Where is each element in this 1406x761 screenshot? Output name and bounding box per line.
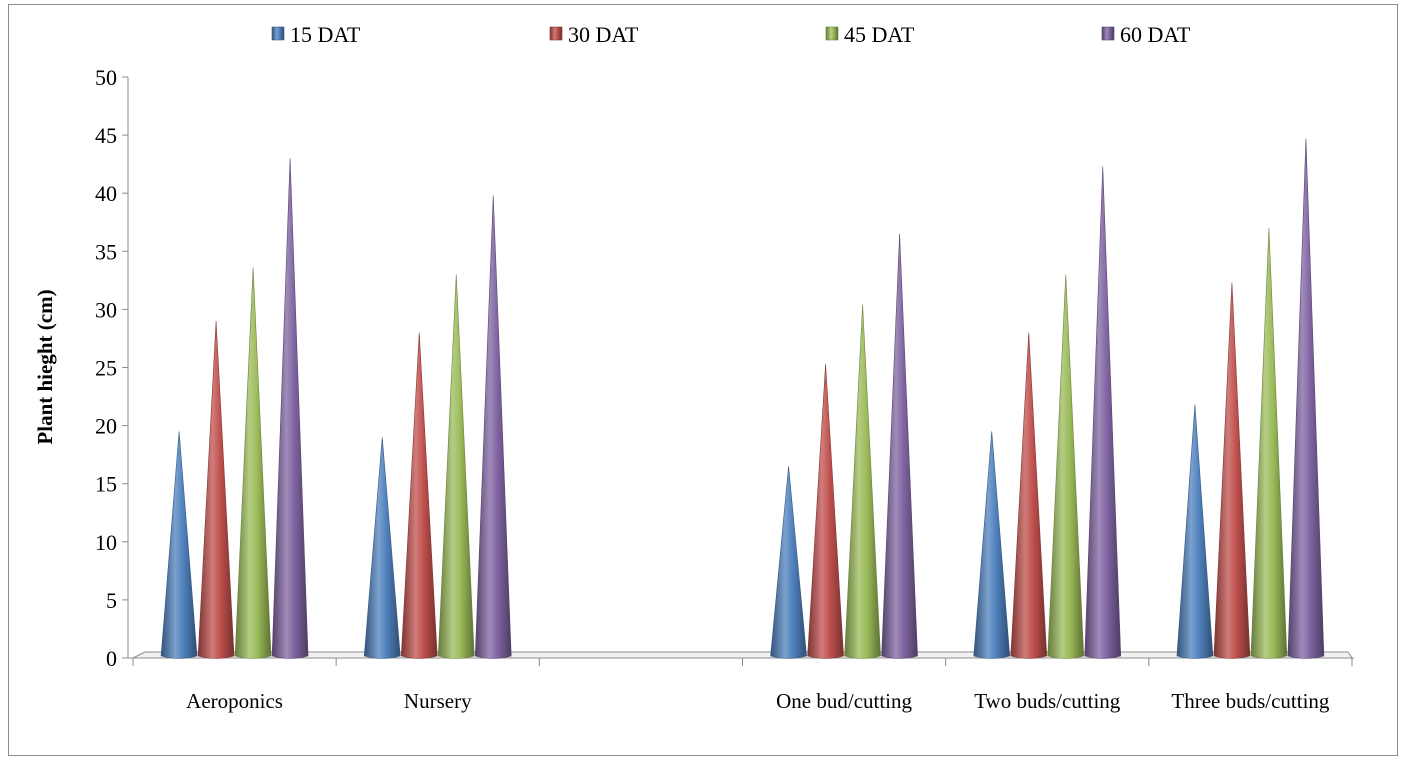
x-category-label: Nursery: [404, 689, 472, 713]
y-tick-label: 35: [95, 239, 117, 264]
legend-label: 45 DAT: [844, 22, 915, 47]
bar-45-dat: [1250, 228, 1288, 659]
bar-15-dat: [770, 466, 807, 659]
x-category-label: Aeroponics: [186, 689, 283, 713]
bar-60-dat: [1287, 138, 1325, 659]
y-axis-title: Plant hieght (cm): [33, 289, 57, 444]
legend-swatch: [549, 26, 563, 41]
bar-15-dat: [363, 437, 401, 659]
y-tick-label: 15: [95, 472, 117, 497]
legend-label: 30 DAT: [568, 22, 639, 47]
y-tick-label: 50: [95, 65, 117, 90]
x-category-label: Two buds/cutting: [974, 689, 1121, 713]
y-tick-label: 40: [95, 181, 117, 206]
legend-label: 60 DAT: [1120, 22, 1191, 47]
bar-15-dat: [973, 431, 1011, 659]
bar-60-dat: [474, 195, 512, 659]
bar-30-dat: [1213, 282, 1251, 659]
y-tick-label: 30: [95, 297, 117, 322]
chart-floor: [132, 651, 1353, 659]
bar-15-dat: [160, 431, 198, 659]
bar-30-dat: [197, 321, 235, 659]
bar-30-dat: [807, 363, 844, 659]
y-tick-label: 10: [95, 530, 117, 555]
legend-swatch: [271, 26, 285, 41]
x-category-label: One bud/cutting: [776, 689, 912, 713]
y-tick-label: 20: [95, 414, 117, 439]
bar-45-dat: [234, 267, 272, 659]
bar-45-dat: [1047, 274, 1085, 659]
bar-60-dat: [271, 158, 309, 659]
y-tick-label: 5: [106, 588, 117, 613]
bar-30-dat: [1010, 332, 1048, 659]
legend-swatch: [825, 26, 839, 41]
bar-45-dat: [437, 274, 475, 659]
y-tick-label: 25: [95, 356, 117, 381]
y-tick-label: 0: [106, 646, 117, 671]
bar-45-dat: [844, 304, 881, 659]
legend-swatch: [1101, 26, 1115, 41]
bar-60-dat: [1084, 166, 1122, 659]
bar-60-dat: [881, 233, 918, 659]
x-category-label: Three buds/cutting: [1171, 689, 1330, 713]
bar-15-dat: [1176, 404, 1214, 659]
y-tick-label: 45: [95, 123, 117, 148]
bar-30-dat: [400, 332, 438, 659]
legend-label: 15 DAT: [290, 22, 361, 47]
